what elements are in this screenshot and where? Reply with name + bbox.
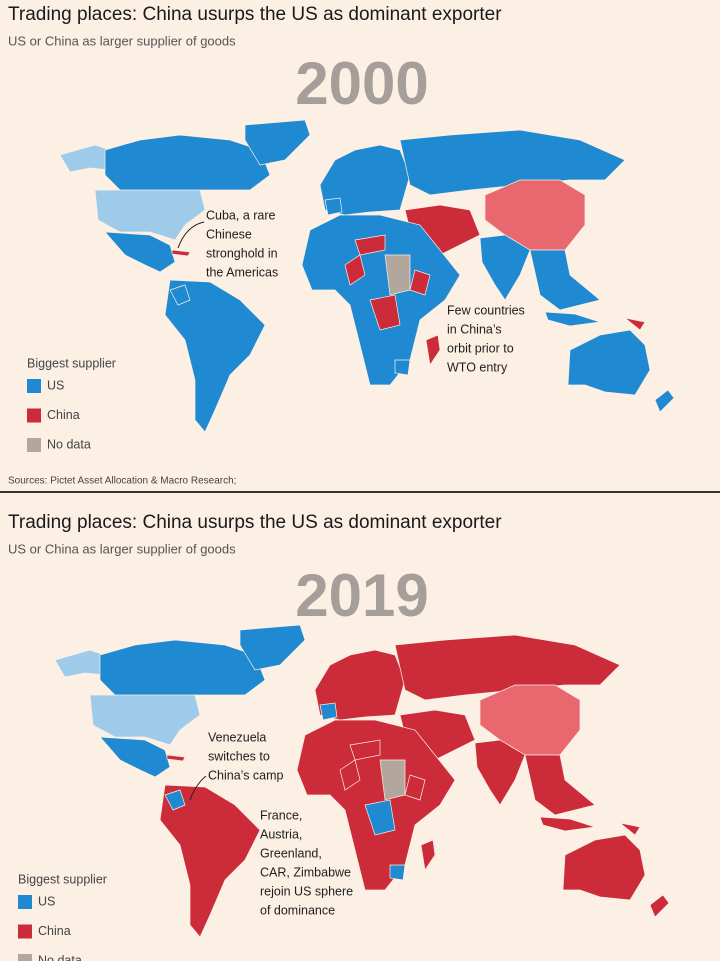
legend-label: No data bbox=[47, 437, 91, 451]
ethiopia bbox=[404, 774, 426, 801]
india bbox=[474, 739, 526, 806]
year: 2000 bbox=[295, 50, 428, 117]
canada bbox=[104, 134, 271, 196]
panel: Trading places: China usurps the US as d… bbox=[8, 512, 670, 961]
legend-swatch bbox=[18, 924, 32, 939]
annotation: CAR, Zimbabwe bbox=[260, 865, 351, 879]
legend-label: No data bbox=[38, 953, 82, 961]
russia bbox=[394, 634, 621, 701]
legend-swatch bbox=[18, 954, 32, 961]
madagascar bbox=[420, 839, 436, 871]
canada bbox=[99, 639, 266, 701]
zimbabwe bbox=[389, 864, 406, 881]
annotation: WTO entry bbox=[447, 360, 508, 374]
greenland bbox=[239, 624, 306, 671]
legend-swatch bbox=[27, 408, 41, 423]
southeast-asia bbox=[529, 249, 601, 311]
cuba bbox=[171, 249, 191, 257]
south-america bbox=[164, 279, 266, 433]
papua bbox=[619, 822, 641, 836]
annotation: Greenland, bbox=[260, 846, 322, 860]
legend-swatch bbox=[18, 895, 32, 909]
legend-label: China bbox=[38, 924, 71, 938]
legend-label: US bbox=[38, 894, 55, 908]
india bbox=[479, 234, 531, 301]
new-zealand bbox=[654, 389, 675, 413]
annotation: France, bbox=[260, 808, 302, 822]
title: Trading places: China usurps the US as d… bbox=[8, 512, 502, 533]
pointer bbox=[177, 221, 205, 249]
russia bbox=[399, 129, 626, 196]
panel: Trading places: China usurps the US as d… bbox=[8, 4, 675, 487]
central-africa-patch bbox=[364, 799, 396, 836]
subtitle: US or China as larger supplier of goods bbox=[8, 541, 236, 556]
madagascar bbox=[425, 334, 441, 366]
colombia bbox=[169, 284, 191, 306]
colombia bbox=[164, 789, 186, 811]
annotation: Austria, bbox=[260, 827, 302, 841]
indonesia bbox=[544, 311, 601, 327]
legend-label: China bbox=[47, 408, 80, 422]
central-africa-patch bbox=[369, 294, 401, 331]
indonesia bbox=[539, 816, 596, 832]
annotation: Chinese bbox=[206, 227, 252, 241]
annotation: stronghold in bbox=[206, 246, 278, 260]
world-map bbox=[54, 624, 670, 938]
subtitle: US or China as larger supplier of goods bbox=[8, 33, 236, 48]
france bbox=[319, 702, 338, 721]
legend-title: Biggest supplier bbox=[18, 872, 107, 886]
china bbox=[484, 179, 586, 251]
south-america bbox=[159, 784, 261, 938]
annotation: switches to bbox=[208, 749, 270, 763]
year: 2019 bbox=[295, 562, 428, 629]
annotation: of dominance bbox=[260, 903, 335, 917]
usa bbox=[94, 189, 206, 241]
mexico bbox=[99, 736, 171, 778]
annotation: Venezuela bbox=[208, 730, 266, 744]
australia bbox=[562, 834, 646, 901]
world-map bbox=[59, 119, 675, 433]
legend-title: Biggest supplier bbox=[27, 356, 116, 370]
west-africa-patch bbox=[339, 759, 361, 791]
usa bbox=[89, 694, 201, 746]
legend-label: US bbox=[47, 378, 64, 392]
zimbabwe bbox=[394, 359, 411, 376]
southeast-asia bbox=[524, 754, 596, 816]
annotation: China’s camp bbox=[208, 768, 284, 782]
annotation: orbit prior to bbox=[447, 341, 514, 355]
title: Trading places: China usurps the US as d… bbox=[8, 4, 502, 25]
annotation: in China’s bbox=[447, 322, 502, 336]
west-africa-patch bbox=[344, 254, 366, 286]
legend-swatch bbox=[27, 379, 41, 393]
source: Sources: Pictet Asset Allocation & Macro… bbox=[8, 476, 236, 487]
new-zealand bbox=[649, 894, 670, 918]
annotation: Few countries bbox=[447, 303, 525, 317]
ethiopia bbox=[409, 269, 431, 296]
australia bbox=[567, 329, 651, 396]
sahel-patch bbox=[349, 739, 381, 761]
pointer bbox=[189, 775, 207, 801]
annotation: Cuba, a rare bbox=[206, 208, 276, 222]
greenland bbox=[244, 119, 311, 166]
papua bbox=[624, 317, 646, 331]
annotation: the Americas bbox=[206, 265, 278, 279]
mexico bbox=[104, 231, 176, 273]
france bbox=[324, 197, 343, 216]
legend-swatch bbox=[27, 438, 41, 452]
sahel-patch bbox=[354, 234, 386, 256]
china bbox=[479, 684, 581, 756]
cuba bbox=[166, 754, 186, 762]
annotation: rejoin US sphere bbox=[260, 884, 353, 898]
